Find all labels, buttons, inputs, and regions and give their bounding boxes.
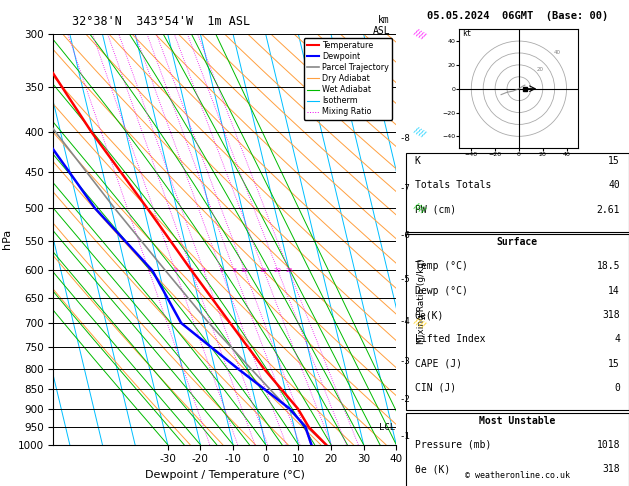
Text: 3: 3: [190, 268, 194, 273]
Bar: [406, 234, 629, 410]
Text: 2.61: 2.61: [596, 205, 620, 215]
Text: Dewp (°C): Dewp (°C): [415, 286, 467, 296]
Text: 4: 4: [614, 334, 620, 345]
Text: 4: 4: [202, 268, 206, 273]
Text: 20: 20: [537, 67, 544, 71]
Text: 25: 25: [285, 268, 293, 273]
Text: ////: ////: [412, 316, 426, 330]
Text: 318: 318: [603, 310, 620, 320]
Text: CIN (J): CIN (J): [415, 383, 456, 393]
Text: 32°38'N  343°54'W  1m ASL: 32°38'N 343°54'W 1m ASL: [72, 15, 250, 28]
Text: -3: -3: [399, 357, 410, 366]
Text: Mixing Ratio (g/kg): Mixing Ratio (g/kg): [417, 258, 426, 344]
Text: -8: -8: [399, 134, 410, 142]
Text: 1: 1: [147, 268, 151, 273]
Text: Surface: Surface: [497, 237, 538, 247]
Text: -1: -1: [399, 432, 410, 441]
Text: 6: 6: [220, 268, 223, 273]
Text: Lifted Index: Lifted Index: [415, 334, 485, 345]
Text: -7: -7: [399, 184, 410, 193]
Text: 8: 8: [232, 268, 236, 273]
Text: km
ASL: km ASL: [372, 15, 390, 36]
Text: 1018: 1018: [596, 440, 620, 450]
Text: ////: ////: [412, 125, 426, 139]
Text: Most Unstable: Most Unstable: [479, 416, 555, 426]
Text: 05.05.2024  06GMT  (Base: 00): 05.05.2024 06GMT (Base: 00): [426, 11, 608, 21]
Text: © weatheronline.co.uk: © weatheronline.co.uk: [465, 471, 570, 480]
Text: kt: kt: [462, 29, 471, 38]
Text: -4: -4: [399, 317, 410, 326]
Text: 18.5: 18.5: [596, 261, 620, 272]
Bar: [406, 413, 629, 486]
Text: ////: ////: [412, 202, 426, 215]
Text: 15: 15: [608, 359, 620, 369]
Text: Temp (°C): Temp (°C): [415, 261, 467, 272]
Text: θe (K): θe (K): [415, 464, 450, 474]
Text: LCL: LCL: [379, 423, 394, 432]
Text: -6: -6: [399, 231, 410, 240]
Text: Totals Totals: Totals Totals: [415, 180, 491, 191]
Y-axis label: hPa: hPa: [2, 229, 12, 249]
Text: ////: ////: [412, 27, 426, 41]
Text: 40: 40: [554, 50, 561, 55]
Text: 15: 15: [608, 156, 620, 166]
Text: -5: -5: [399, 276, 410, 284]
Text: 0: 0: [614, 383, 620, 393]
Text: -2: -2: [399, 396, 410, 404]
Text: Pressure (mb): Pressure (mb): [415, 440, 491, 450]
Text: 2: 2: [174, 268, 177, 273]
Text: 14: 14: [608, 286, 620, 296]
Text: 40: 40: [608, 180, 620, 191]
Bar: [406, 153, 629, 232]
Text: 20: 20: [274, 268, 282, 273]
Text: 15: 15: [260, 268, 267, 273]
Text: θe(K): θe(K): [415, 310, 444, 320]
Legend: Temperature, Dewpoint, Parcel Trajectory, Dry Adiabat, Wet Adiabat, Isotherm, Mi: Temperature, Dewpoint, Parcel Trajectory…: [304, 38, 392, 120]
Text: 318: 318: [603, 464, 620, 474]
Text: CAPE (J): CAPE (J): [415, 359, 462, 369]
Text: PW (cm): PW (cm): [415, 205, 456, 215]
Text: 10: 10: [240, 268, 248, 273]
Text: K: K: [415, 156, 421, 166]
X-axis label: Dewpoint / Temperature (°C): Dewpoint / Temperature (°C): [145, 470, 305, 480]
